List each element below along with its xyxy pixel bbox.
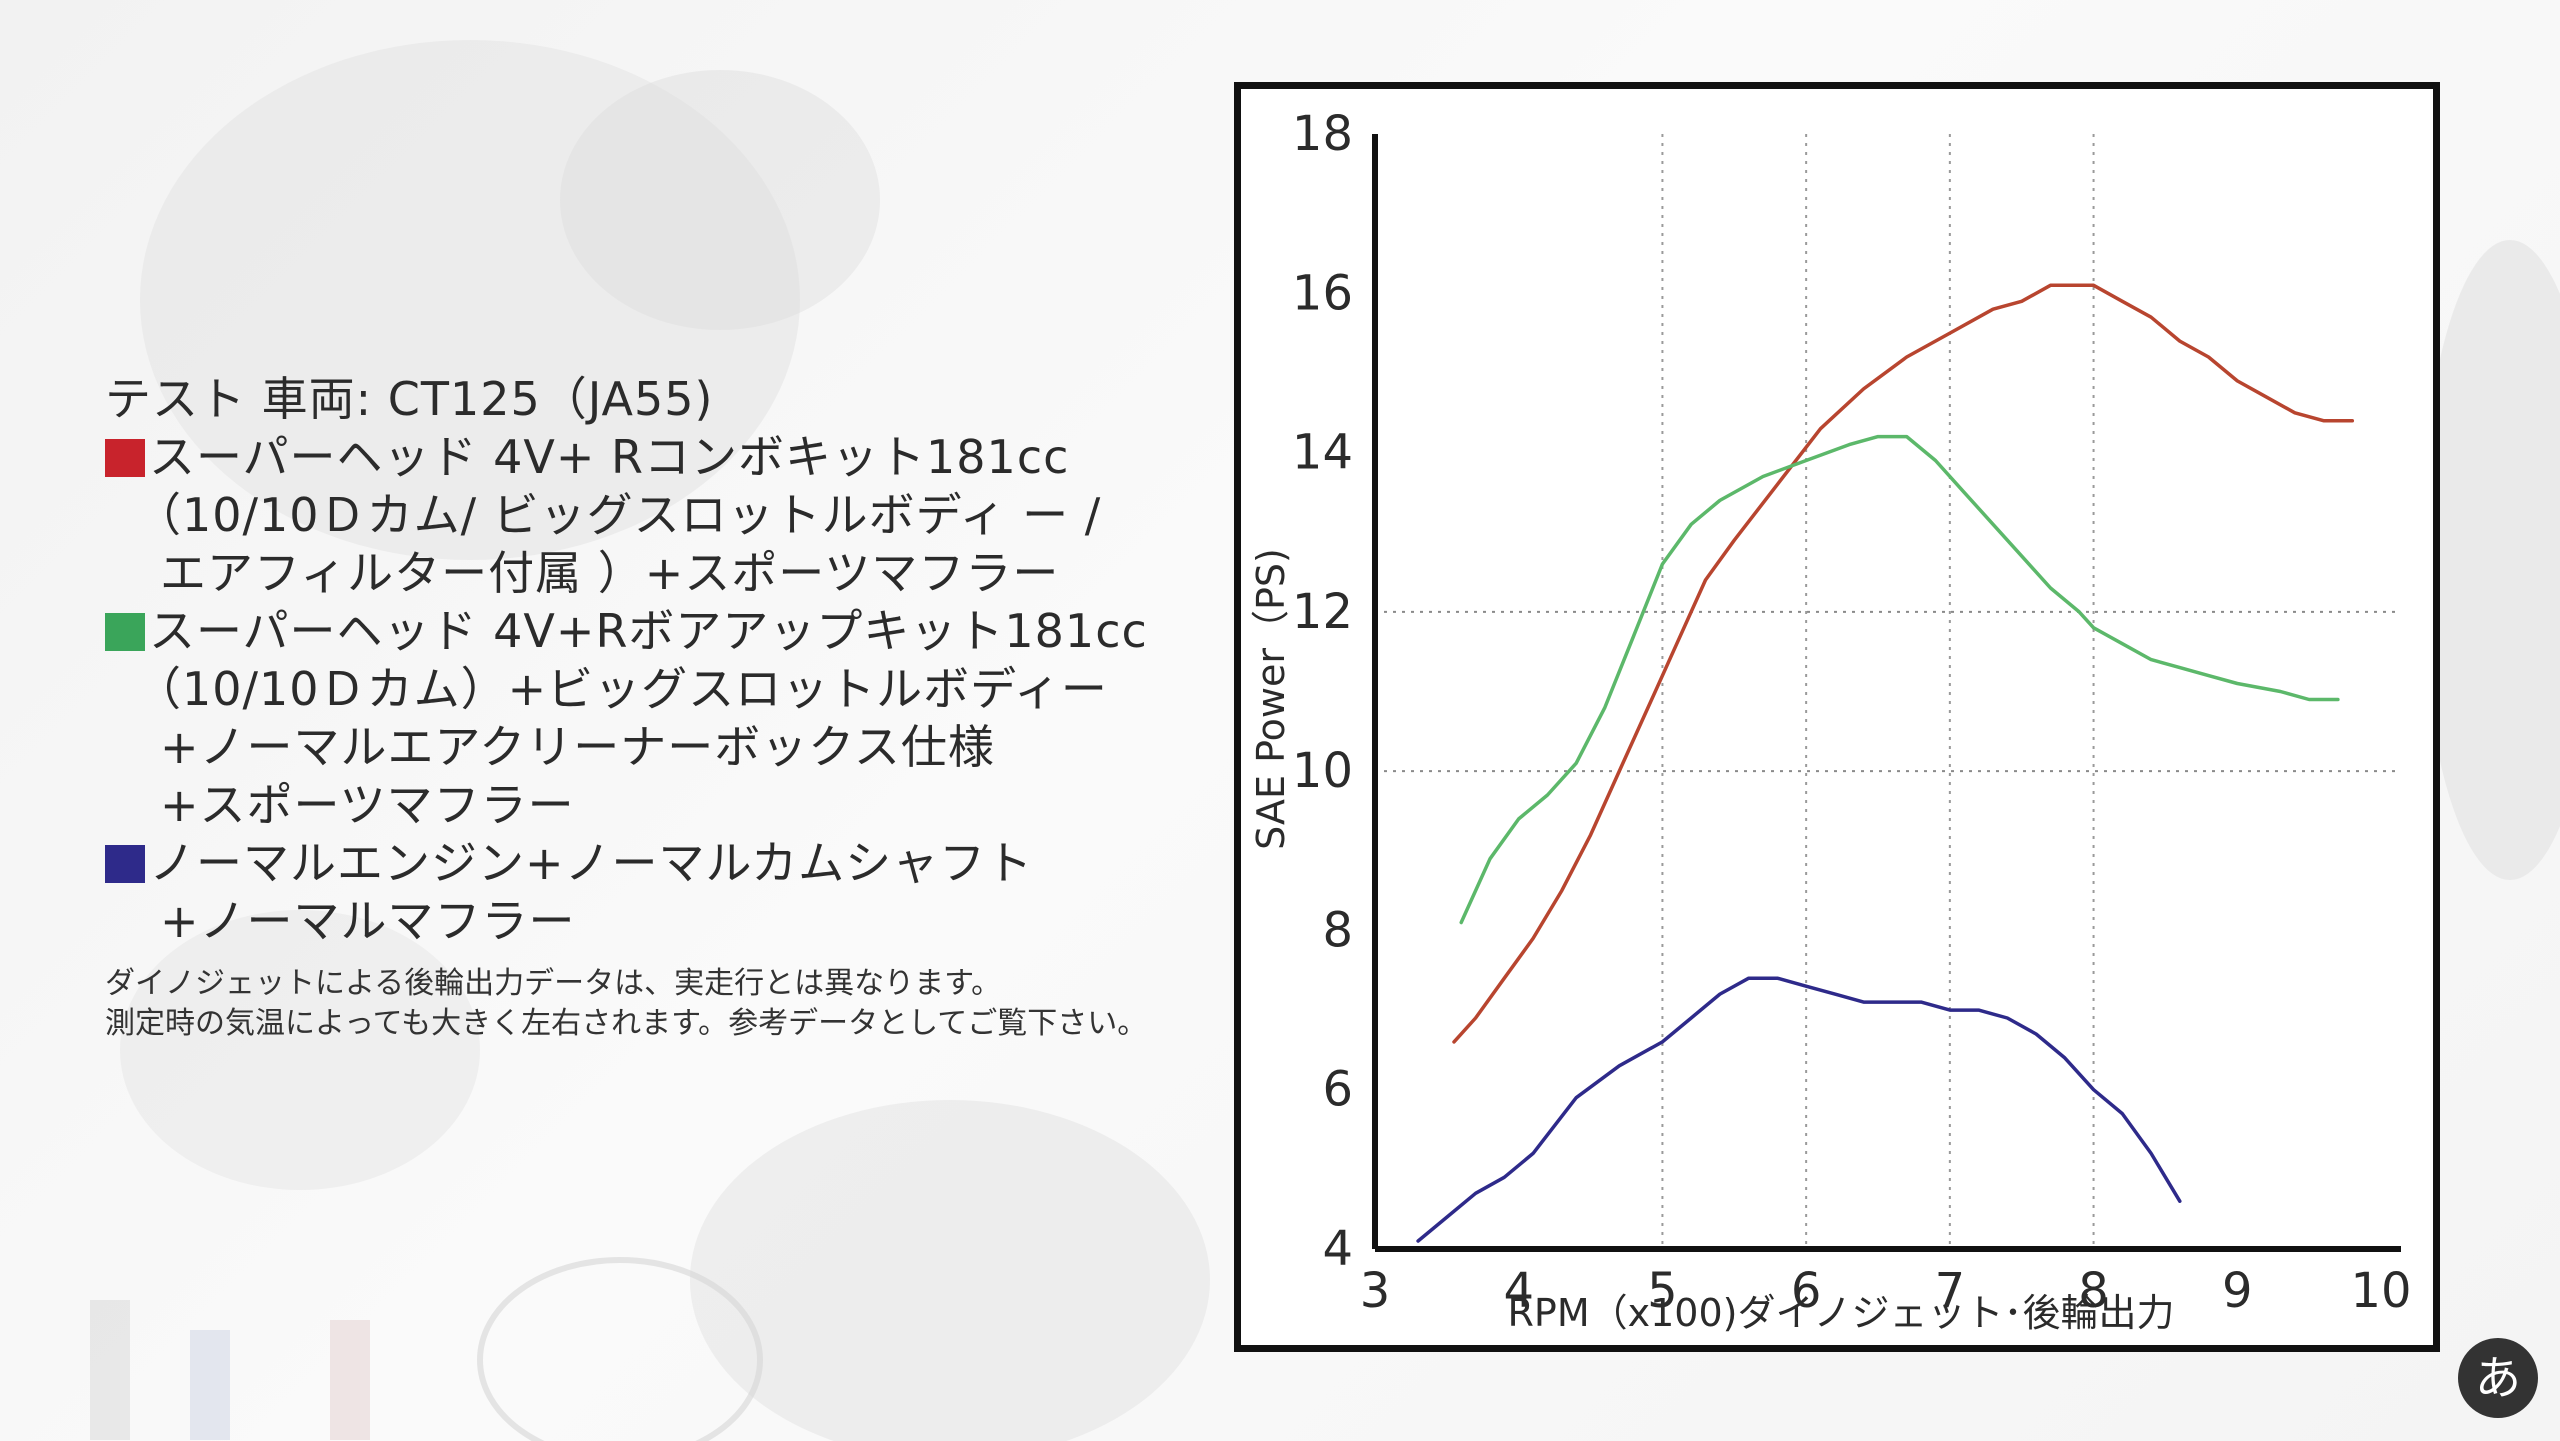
x-tick-label: 8	[2078, 1263, 2109, 1319]
y-tick-label: 18	[1292, 106, 1353, 162]
x-tick-label: 4	[1503, 1263, 1534, 1319]
legend-swatch-green	[105, 613, 145, 651]
legend-entry-label: スーパーヘッド 4V+ Rコンボキット181cc	[149, 430, 1070, 484]
disclaimer-notes: ダイノジェットによる後輪出力データは、実走行とは異なります。 測定時の気温によっ…	[105, 964, 1235, 1044]
y-tick-label: 14	[1292, 425, 1353, 481]
dyno-chart-frame: 4 6 8 10 12 14 16 18 3 4 5 6 7 8 9 10 RPM（x100)ダイノジェット･…	[1234, 82, 2440, 1352]
y-tick-label: 16	[1292, 265, 1353, 321]
legend-entry-red: スーパーヘッド 4V+ Rコンボキット181cc （10/10Ｄカム/ ビッグス…	[105, 428, 1235, 602]
x-axis-label: RPM（x100)ダイノジェット･後輪出力	[1508, 1291, 2175, 1335]
grid-lines	[1375, 134, 2401, 1249]
legend-swatch-blue	[105, 845, 145, 883]
legend-entry-detail: （10/10Ｄカム）+ビッグスロットルボディー	[135, 662, 1108, 716]
x-tick-label: 3	[1360, 1263, 1391, 1319]
x-tick-label: 10	[2350, 1263, 2411, 1319]
y-axis-label: SAE Power（PS)	[1249, 548, 1293, 850]
y-tick-label: 10	[1292, 743, 1353, 799]
series-line-0	[1452, 283, 2355, 1044]
motor-fan-logo-icon: あ	[2458, 1338, 2538, 1418]
legend-swatch-red	[105, 439, 145, 477]
legend-entry-blue: ノーマルエンジン+ノーマルカムシャフト +ノーマルマフラー	[105, 834, 1235, 950]
legend-entry-green: スーパーヘッド 4V+Rボアアップキット181cc （10/10Ｄカム）+ビッグ…	[105, 602, 1235, 834]
axes	[1372, 134, 2401, 1252]
y-tick-label: 12	[1292, 584, 1353, 640]
y-tick-label: 6	[1322, 1062, 1353, 1118]
x-tick-label: 6	[1791, 1263, 1822, 1319]
legend-entry-detail: +ノーマルマフラー	[160, 894, 576, 948]
series-line-1	[1459, 434, 2340, 925]
y-tick-label: 8	[1322, 902, 1353, 958]
legend-entry-detail: （10/10Ｄカム/ ビッグスロットルボディ ー /	[135, 488, 1102, 542]
legend-entry-detail: +ノーマルエアクリーナーボックス仕様	[160, 720, 995, 774]
disclaimer-note: 測定時の気温によっても大きく左右されます。参考データとしてご覧下さい。	[105, 1006, 1148, 1041]
disclaimer-note: ダイノジェットによる後輪出力データは、実走行とは異なります。	[105, 966, 1002, 1001]
data-series	[1416, 283, 2355, 1243]
test-vehicle-label: テスト 車両: CT125（JA55)	[105, 372, 714, 426]
y-tick-label: 4	[1322, 1221, 1353, 1277]
legend-entry-label: スーパーヘッド 4V+Rボアアップキット181cc	[149, 604, 1148, 658]
x-tick-label: 5	[1647, 1263, 1678, 1319]
legend-entry-detail: エアフィルター付属 ）+スポーツマフラー	[160, 546, 1060, 600]
x-tick-label: 9	[2222, 1263, 2253, 1319]
x-tick-label: 7	[1935, 1263, 1966, 1319]
legend-panel: テスト 車両: CT125（JA55) スーパーヘッド 4V+ Rコンボキット1…	[105, 370, 1235, 1044]
legend-entry-detail: +スポーツマフラー	[160, 778, 575, 832]
series-line-2	[1416, 976, 2182, 1243]
legend-entry-label: ノーマルエンジン+ノーマルカムシャフト	[149, 836, 1034, 890]
